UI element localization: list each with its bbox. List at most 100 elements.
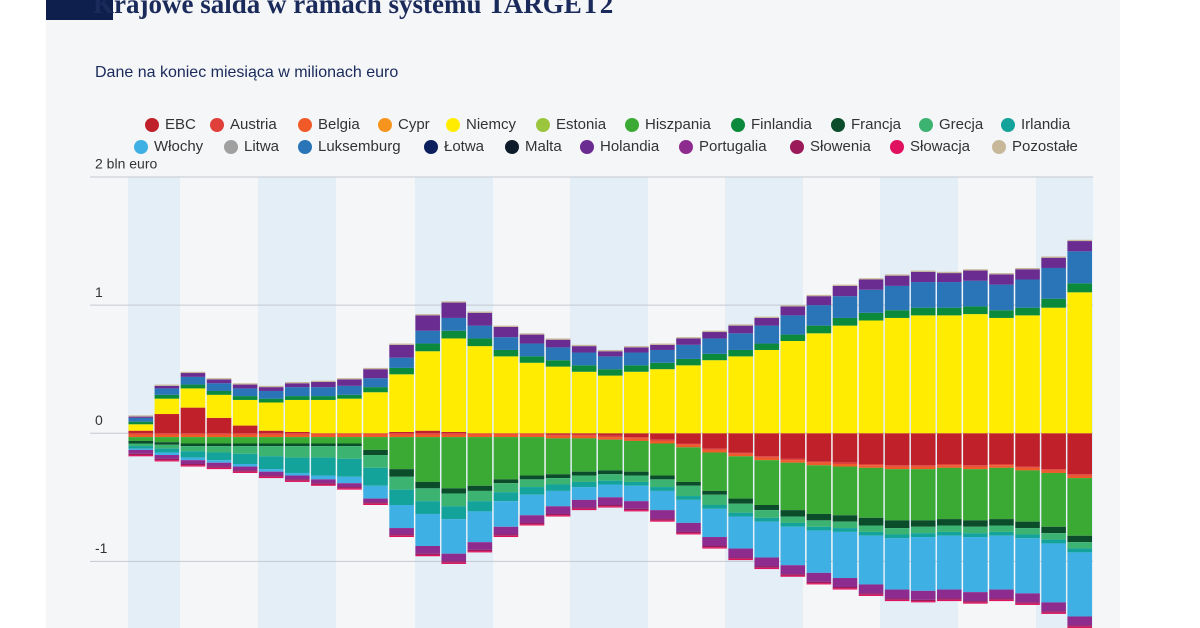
legend-swatch [378,118,392,132]
bar-segment [754,317,780,326]
bar-segment [363,455,388,468]
bar-segment [910,520,936,527]
bar-segment [571,352,597,366]
bar-segment [858,531,884,536]
bar-segment [206,417,232,434]
bar-segment [832,464,858,467]
y-tick-label: -1 [95,540,108,556]
bar-segment [676,443,701,445]
bar-segment [884,599,910,602]
bar-segment [1067,625,1092,627]
bar-segment [232,443,258,447]
bar-segment [780,575,806,577]
bar-segment [989,274,1014,285]
bar-segment [884,534,910,539]
bar-segment [806,581,832,584]
bar-segment [363,485,388,499]
bar-segment [519,333,545,335]
bar-segment [493,326,519,338]
bar-segment [441,302,467,318]
bar-segment [937,271,962,274]
bar-segment [128,443,154,447]
bar-segment [467,325,493,339]
bar-segment [989,284,1014,311]
bar-segment [232,446,258,454]
bar-segment [284,446,310,458]
bar-segment [441,437,467,489]
bar-segment [676,337,701,339]
bar-segment [780,522,806,527]
bar-segment [702,448,727,450]
legend-swatch [919,118,933,132]
bar-segment [832,528,858,532]
bar-segment [232,453,258,464]
bar-segment [311,437,336,444]
bar-segment [1041,539,1066,544]
bar-segment [1067,283,1092,293]
bar-segment [337,487,362,489]
bar-segment [493,337,519,350]
bar-segment [806,530,832,573]
bar-segment [180,443,206,447]
bar-segment [597,349,623,352]
bar-segment [389,528,414,535]
bar-segment [1067,535,1092,543]
bar-segment [832,531,858,579]
bar-segment [441,519,467,554]
bar-segment [441,493,467,507]
bar-segment [937,467,962,520]
bar-segment [441,338,467,432]
bar-segment [1015,466,1040,468]
bar-segment [128,440,154,444]
bar-segment [728,557,753,559]
bar-segment [493,433,519,435]
bar-segment [910,469,936,521]
bar-segment [832,466,858,516]
bar-segment [415,430,440,434]
bar-segment [258,434,284,438]
bar-segment [832,433,858,463]
bar-segment [154,394,180,399]
bar-segment [910,465,936,467]
bar-segment [284,433,310,435]
bar-segment [676,531,701,534]
bar-segment [780,574,806,576]
bar-segment [963,306,988,315]
bar-segment [989,467,1014,520]
bar-segment [597,439,623,471]
bar-segment [1015,528,1040,535]
bar-segment [389,431,414,434]
bar-segment [676,358,701,366]
bar-segment [1041,611,1066,613]
bar-segment [963,520,988,527]
bar-segment [519,522,545,525]
bar-segment [858,464,884,466]
bar-segment [258,387,284,391]
bar-segment [780,334,806,341]
bar-segment [545,347,571,361]
bar-segment [415,330,440,344]
bar-segment [389,367,414,375]
bar-segment [937,599,962,602]
legend-swatch [505,140,519,154]
legend-label: Francja [851,116,902,133]
bar-segment [363,467,388,486]
bar-segment [206,383,232,391]
bar-segment [832,587,858,589]
legend-swatch [424,140,438,154]
bar-segment [1015,267,1040,270]
title-block [46,0,113,20]
bar-segment [206,433,232,435]
bar-segment [467,511,493,543]
bar-segment [910,526,936,534]
bar-segment [232,433,258,435]
bar-segment [1041,433,1066,470]
bar-segment [650,440,675,444]
bar-segment [858,433,884,464]
bar-segment [154,434,180,438]
bar-segment [415,433,440,435]
bar-segment [258,446,284,457]
bar-segment [910,590,936,600]
bar-segment [154,448,180,453]
bar-segment [363,437,388,450]
